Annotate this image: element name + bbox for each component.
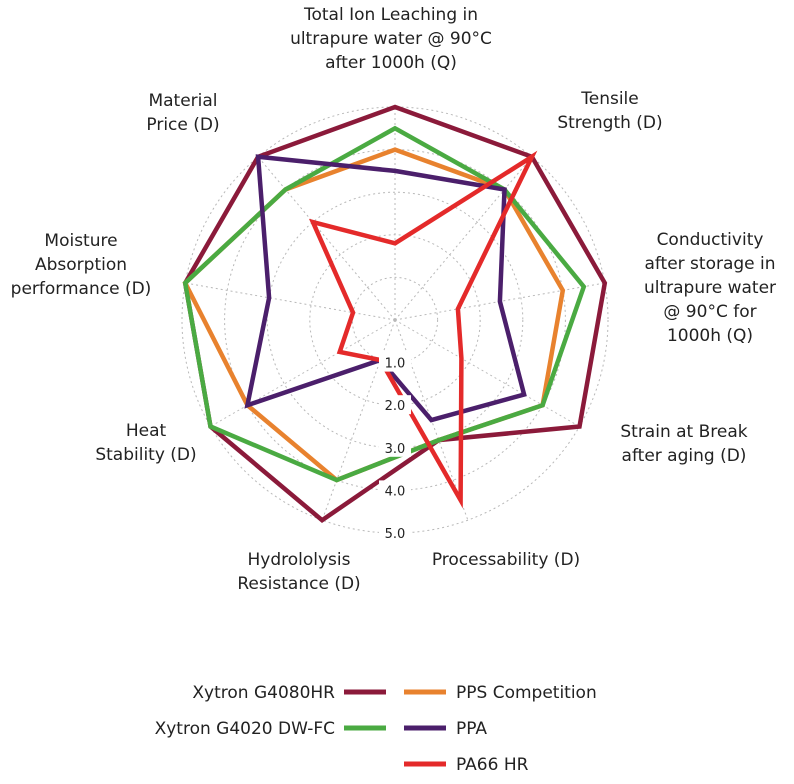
grid-spoke — [394, 319, 580, 427]
series-line-xytron-g4080hr — [182, 104, 608, 524]
legend-label: Xytron G4020 DW-FC — [155, 719, 335, 739]
grid-spoke — [185, 282, 396, 321]
axis-label: @ 90°C for — [663, 302, 756, 322]
tick-label-background — [379, 395, 411, 415]
axis-label: 1000h (Q) — [667, 326, 753, 346]
legend: Xytron G4080HR PPS Competition Xytron G402… — [155, 683, 597, 775]
tick-label-background — [379, 352, 411, 372]
legend-label: Xytron G4080HR — [192, 683, 335, 703]
tick-label-background — [379, 437, 411, 457]
axis-label: Moisture — [44, 231, 117, 251]
radial-tick-labels: 1.0 2.0 3.0 4.0 5.0 — [379, 352, 411, 542]
series-line-pa66-hr — [308, 150, 538, 509]
series-line-xytron-g4020-dw-fc — [182, 125, 587, 483]
legend-label: PA66 HR — [456, 755, 529, 775]
axis-label: Resistance (D) — [237, 574, 360, 594]
axis-label: after storage in — [644, 254, 775, 274]
axis-label: Conductivity — [657, 230, 764, 250]
radar-series-group — [182, 104, 608, 524]
axis-label: ultrapure water — [644, 278, 776, 298]
grid-ring — [224, 149, 566, 491]
axis-label: Heat — [126, 421, 167, 441]
grid-spoke — [394, 156, 533, 321]
tick-label: 1.0 — [385, 357, 406, 372]
radar-grid — [181, 106, 609, 534]
axis-label: Processability (D) — [432, 550, 580, 570]
grid-ring — [181, 106, 609, 534]
axis-label: Stability (D) — [95, 445, 196, 465]
tick-label: 3.0 — [385, 442, 406, 457]
axis-label: Price (D) — [146, 115, 219, 135]
tick-label: 4.0 — [385, 484, 406, 499]
grid-spoke — [210, 319, 396, 427]
axis-label: performance (D) — [11, 279, 152, 299]
tick-label: 2.0 — [385, 399, 406, 414]
axis-labels: Total Ion Leaching in ultrapure water @ 9… — [11, 5, 776, 594]
legend-label: PPS Competition — [456, 683, 597, 703]
grid-spoke — [257, 156, 396, 321]
tick-label-background — [379, 480, 411, 500]
axis-label: ultrapure water @ 90°C — [290, 29, 492, 49]
series-line-ppa — [244, 154, 527, 423]
axis-label: Hydrololysis — [248, 550, 351, 570]
axis-label: Total Ion Leaching in — [303, 5, 478, 25]
axis-label: Absorption — [35, 255, 127, 275]
axis-label: after aging (D) — [622, 446, 747, 466]
axis-label: Strength (D) — [557, 113, 662, 133]
legend-label: PPA — [456, 719, 487, 739]
tick-label: 5.0 — [385, 527, 406, 542]
tick-label-background — [379, 523, 411, 542]
axis-label: Strain at Break — [620, 422, 747, 442]
axis-label: Material — [148, 91, 217, 111]
axis-label: after 1000h (Q) — [325, 53, 457, 73]
axis-label: Tensile — [580, 89, 639, 109]
